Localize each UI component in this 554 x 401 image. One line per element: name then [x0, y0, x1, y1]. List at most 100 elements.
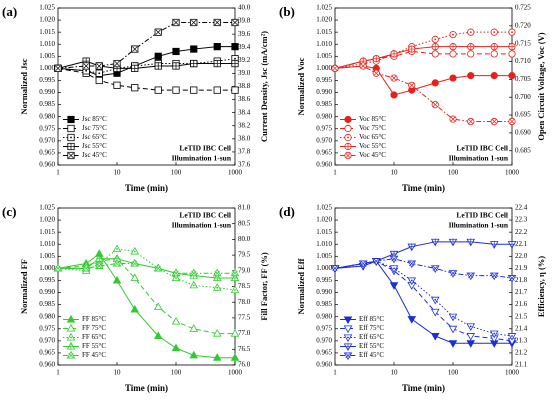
y-tick-label: 1.025 [316, 204, 332, 212]
marker [212, 353, 222, 361]
marker-shape [431, 79, 439, 87]
marker-shape [189, 268, 199, 277]
marker-shape [344, 124, 352, 133]
marker [390, 91, 398, 99]
y-tick-label: 0.975 [39, 124, 55, 132]
annotation: LeTID IBC Cell [456, 211, 508, 220]
marker [389, 282, 399, 290]
x-tick-label: 1 [56, 169, 60, 177]
marker [490, 117, 498, 126]
x-tick-label: 1 [56, 369, 60, 377]
marker [489, 241, 499, 249]
marker [67, 151, 75, 160]
y-tick-label: 1.000 [316, 264, 332, 272]
annotation: Illumination 1-sun [449, 221, 509, 230]
marker [212, 328, 222, 337]
plot-frame [334, 207, 513, 366]
marker-dot [410, 279, 413, 282]
series-line [57, 60, 235, 69]
marker-dot [493, 332, 496, 335]
y-tick-label: 1.005 [39, 52, 55, 60]
y2-tick-label: 76.5 [238, 345, 251, 353]
marker-line [360, 260, 366, 267]
marker [430, 296, 440, 305]
x-tick-label: 1 [333, 369, 337, 377]
x-tick-label: 100 [448, 169, 459, 177]
marker [66, 314, 76, 323]
marker-dot [85, 69, 88, 72]
marker [358, 260, 368, 269]
marker-dot [434, 298, 437, 301]
marker-shape [389, 282, 399, 290]
y2-tick-label: 21.7 [515, 288, 528, 296]
series-line [334, 46, 512, 69]
marker-dot [469, 325, 472, 328]
marker [430, 238, 440, 247]
y2-tick-label: 37.8 [238, 148, 251, 156]
series-line [57, 67, 235, 91]
marker-shape [212, 328, 222, 337]
marker-line [191, 19, 197, 26]
marker [67, 124, 75, 133]
marker-shape [448, 270, 458, 278]
marker [189, 280, 199, 289]
y-axis-label: Normalized Voc [296, 57, 306, 115]
x-axis-label: Time (min) [402, 183, 445, 193]
marker-line [68, 152, 74, 159]
marker [67, 142, 75, 151]
y-tick-label: 1.005 [316, 252, 332, 260]
marker [467, 72, 475, 80]
marker-dot [133, 250, 136, 253]
marker [190, 86, 198, 94]
marker-shape [330, 265, 340, 274]
marker [490, 50, 498, 58]
marker-shape [467, 50, 475, 58]
y-tick-label: 1.020 [39, 216, 55, 224]
y2-tick-label: 38.8 [238, 82, 251, 90]
marker-line [83, 265, 89, 272]
y2-tick-label: 76.0 [238, 361, 251, 369]
marker [67, 133, 75, 142]
marker [466, 333, 476, 341]
y-tick-label: 1.015 [39, 28, 55, 36]
x-tick-label: 1000 [505, 169, 520, 177]
panel-label: (b) [279, 4, 295, 19]
marker-line [450, 270, 456, 276]
marker-dot [393, 267, 395, 270]
marker [172, 86, 180, 94]
y-tick-label: 0.990 [316, 88, 332, 96]
marker-line [391, 75, 397, 81]
y-tick-label: 0.965 [39, 349, 55, 357]
y2-tick-label: 81.0 [238, 204, 251, 212]
y-tick-label: 0.965 [316, 349, 332, 357]
y-tick-label: 0.990 [39, 288, 55, 296]
y-axis-label: Normalized Jsc [19, 58, 29, 114]
marker-shape [489, 272, 499, 281]
marker-shape [371, 258, 381, 266]
marker [507, 275, 517, 283]
y2-tick-label: 78.5 [238, 282, 251, 290]
marker [431, 101, 439, 109]
marker-shape [467, 72, 475, 80]
marker [449, 115, 457, 123]
x-tick-label: 100 [448, 369, 459, 377]
marker-shape [490, 50, 498, 58]
marker-shape [231, 43, 239, 51]
x-axis-label: Time (min) [125, 183, 168, 193]
x-tick-label: 1000 [505, 369, 520, 377]
series-line [334, 65, 512, 123]
marker-shape [508, 72, 516, 80]
y2-tick-label: 21.3 [515, 336, 528, 344]
marker [430, 333, 440, 341]
marker-shape [171, 268, 181, 277]
marker [230, 285, 240, 294]
y2-tick-label: 77.5 [238, 314, 251, 322]
y2-tick-label: 38.2 [238, 121, 251, 129]
marker [171, 268, 181, 277]
marker [171, 316, 181, 325]
marker-shape [466, 340, 476, 348]
y2-tick-label: 0.695 [515, 111, 531, 119]
y-tick-label: 0.970 [316, 136, 332, 144]
y-tick-label: 0.985 [39, 300, 55, 308]
